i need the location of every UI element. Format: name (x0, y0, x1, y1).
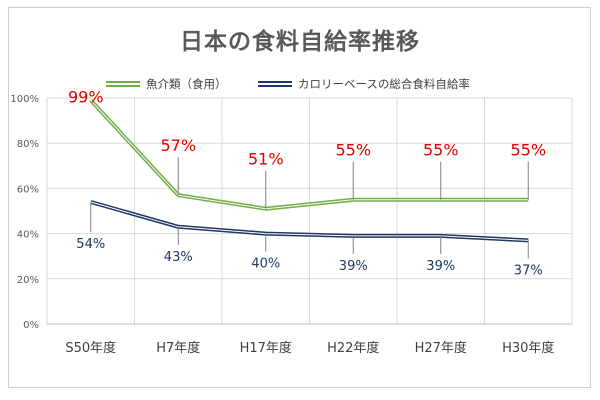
y-tick-label: 0% (23, 320, 39, 331)
x-tick-label: H7年度 (156, 340, 200, 356)
x-tick-label: H22年度 (327, 340, 379, 356)
legend-swatch-calorie (258, 81, 292, 87)
x-tick-label: H17年度 (240, 340, 292, 356)
data-label: 39% (426, 259, 455, 274)
y-tick-label: 100% (10, 94, 39, 105)
x-tick-label: S50年度 (65, 340, 116, 356)
legend-label-calorie: カロリーベースの総合食料自給率 (298, 77, 470, 91)
data-label: 39% (339, 259, 368, 274)
y-tick-label: 80% (17, 139, 39, 150)
legend-item-calorie: カロリーベースの総合食料自給率 (258, 76, 470, 92)
legend-item-fish: 魚介類（食用） (106, 76, 227, 92)
series-line-inner-0 (90, 99, 529, 210)
data-label: 55% (335, 141, 371, 160)
legend-swatch-fish (106, 81, 140, 87)
data-label: 55% (423, 141, 459, 160)
y-tick-label: 40% (17, 230, 39, 241)
y-tick-label: 20% (17, 275, 39, 286)
series-line-inner-1 (90, 201, 529, 241)
y-tick-label: 60% (17, 184, 39, 195)
data-label: 51% (248, 150, 284, 169)
data-label: 55% (510, 141, 546, 160)
x-tick-label: H27年度 (415, 340, 467, 356)
data-label: 43% (164, 250, 193, 265)
x-tick-label: H30年度 (502, 340, 554, 356)
legend-label-fish: 魚介類（食用） (146, 77, 227, 91)
data-label: 57% (160, 136, 196, 155)
data-label: 99% (68, 87, 104, 106)
data-label: 40% (251, 257, 280, 272)
data-label: 37% (514, 263, 543, 278)
data-label: 54% (76, 237, 105, 252)
chart-title: 日本の食料自給率推移 (180, 29, 420, 55)
